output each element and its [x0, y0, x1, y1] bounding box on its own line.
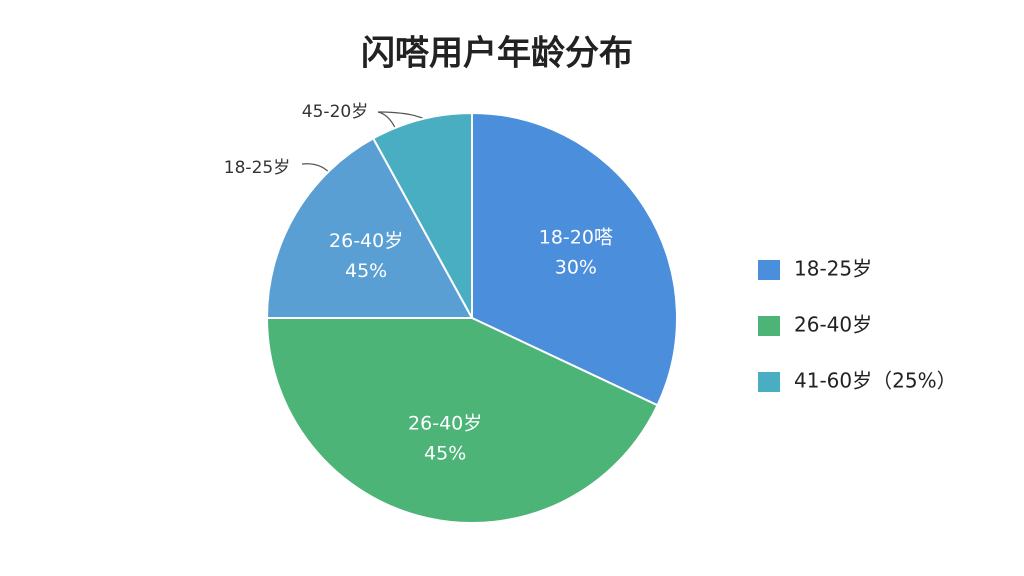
pie-slice: [371, 111, 473, 319]
slice-label: 26-40岁: [329, 230, 403, 252]
slice-label: 18-20嗒: [539, 227, 613, 249]
slice-label: 45%: [424, 443, 466, 465]
legend-swatch: [758, 260, 780, 280]
legend-swatch: [758, 316, 780, 336]
pie-slice: [265, 136, 474, 319]
legend-label: 41-60岁（25%）: [794, 369, 957, 393]
slice-label: 30%: [555, 257, 597, 279]
slice-label: 45%: [345, 260, 387, 282]
legend: 18-25岁 26-40岁 41-60岁（25%）: [758, 257, 957, 393]
annotation: 18-25岁: [224, 158, 290, 178]
legend-swatch: [758, 372, 780, 392]
pie-slice: [265, 317, 659, 524]
pie-slice: [471, 111, 678, 407]
annotation: 45-20岁: [302, 102, 368, 122]
legend-label: 18-25岁: [794, 257, 872, 281]
chart-title: 闪嗒用户年龄分布: [361, 34, 633, 74]
legend-label: 26-40岁: [794, 313, 872, 337]
slice-label: 26-40岁: [408, 413, 482, 435]
